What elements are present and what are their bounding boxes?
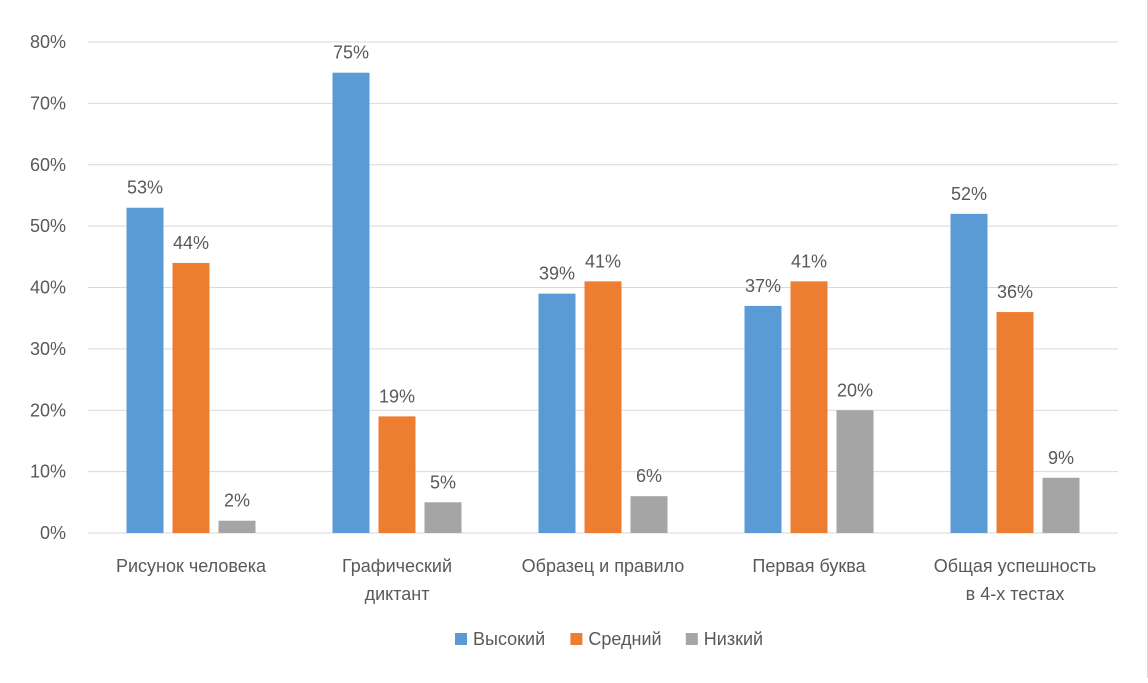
- data-labels: 53% 44% 2% 75% 19% 5% 39% 41% 6% 37% 41% 20% 52% 36% 9…: [127, 43, 1074, 511]
- data-label: 2%: [224, 491, 250, 511]
- bar-высокий: [538, 293, 576, 533]
- y-tick-label: 0%: [40, 523, 66, 543]
- data-label: 53%: [127, 178, 163, 198]
- bar-высокий: [950, 213, 988, 533]
- bar-низкий: [424, 502, 462, 533]
- bar-высокий: [126, 207, 164, 533]
- y-tick-label: 60%: [30, 155, 66, 175]
- data-label: 37%: [745, 276, 781, 296]
- data-label: 41%: [791, 251, 827, 271]
- bar-высокий: [744, 305, 782, 533]
- data-label: 39%: [539, 264, 575, 284]
- x-category-label: Рисунок человека: [116, 556, 267, 576]
- data-label: 52%: [951, 184, 987, 204]
- bar-низкий: [1042, 477, 1080, 533]
- legend: Высокий Средний Низкий: [455, 629, 763, 649]
- y-tick-label: 10%: [30, 462, 66, 482]
- data-label: 41%: [585, 251, 621, 271]
- legend-label: Высокий: [473, 629, 545, 649]
- legend-label: Низкий: [704, 629, 763, 649]
- data-label: 19%: [379, 386, 415, 406]
- data-label: 75%: [333, 43, 369, 63]
- y-tick-label: 70%: [30, 93, 66, 113]
- x-category-label: Первая буква: [752, 556, 866, 576]
- bar-средний: [790, 281, 828, 533]
- legend-swatch-высокий: [455, 633, 467, 645]
- bar-высокий: [332, 72, 370, 533]
- y-tick-label: 50%: [30, 216, 66, 236]
- bar-средний: [378, 416, 416, 533]
- y-tick-label: 40%: [30, 278, 66, 298]
- bars: [126, 72, 1080, 533]
- bar-средний: [996, 312, 1034, 533]
- x-category-label: Образец и правило: [522, 556, 685, 576]
- bar-средний: [584, 281, 622, 533]
- bar-низкий: [218, 520, 256, 533]
- x-category-label: в 4-х тестах: [966, 584, 1065, 604]
- x-category-label: Общая успешность: [934, 556, 1096, 576]
- legend-swatch-средний: [570, 633, 583, 645]
- data-label: 20%: [837, 380, 873, 400]
- data-label: 36%: [997, 282, 1033, 302]
- legend-label: Средний: [588, 629, 661, 649]
- x-category-label: Графический: [342, 556, 452, 576]
- bar-низкий: [836, 410, 874, 533]
- data-label: 44%: [173, 233, 209, 253]
- bar-низкий: [630, 496, 668, 533]
- x-category-label: диктант: [365, 584, 430, 604]
- x-axis: Рисунок человека Графический диктант Образе…: [116, 556, 1096, 604]
- y-tick-label: 30%: [30, 339, 66, 359]
- bar-средний: [172, 262, 210, 533]
- y-tick-label: 20%: [30, 400, 66, 420]
- legend-swatch-низкий: [685, 633, 698, 645]
- y-tick-label: 80%: [30, 32, 66, 52]
- data-label: 5%: [430, 472, 456, 492]
- y-axis: 0% 10% 20% 30% 40% 50% 60% 70% 80%: [30, 32, 66, 543]
- data-label: 6%: [636, 466, 662, 486]
- data-label: 9%: [1048, 448, 1074, 468]
